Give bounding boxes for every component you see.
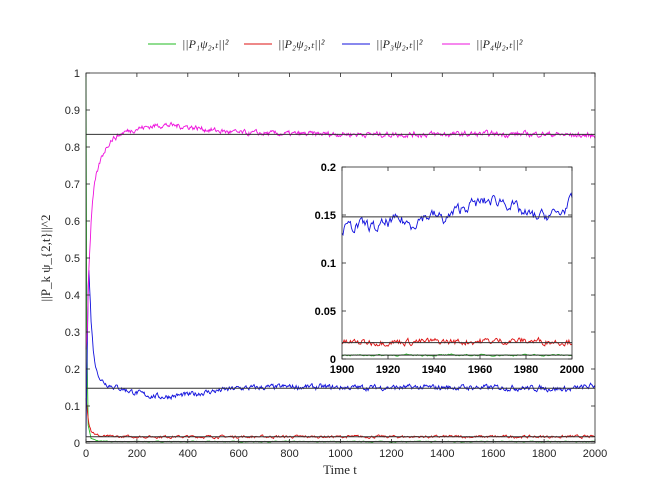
main-x-tick-label: 800	[280, 448, 298, 460]
main-y-tick-label: 0.4	[65, 290, 80, 302]
legend-label-p4: ||P₄ψ₂,ₜ||²	[476, 37, 523, 51]
main-x-tick-label: 600	[230, 448, 248, 460]
legend-label-p3: ||P₃ψ₂,ₜ||²	[376, 37, 423, 51]
inset-x-tick-label: 1900	[330, 364, 354, 376]
main-y-tick-label: 0.1	[65, 401, 80, 413]
y-axis-label: ||P_k ψ_{2,t}||^2	[38, 215, 53, 302]
main-x-tick-label: 1600	[481, 448, 505, 460]
inset-y-tick-label: 0.15	[315, 210, 336, 222]
legend-label-p2: ||P₂ψ₂,ₜ||²	[278, 37, 325, 51]
main-x-tick-label: 1200	[379, 448, 403, 460]
legend: ||P₁ψ₂,ₜ||² ||P₂ψ₂,ₜ||² ||P₃ψ₂,ₜ||² ||P₄…	[148, 37, 523, 51]
main-x-tick-label: 0	[83, 448, 89, 460]
inset-x-tick-label: 1960	[468, 364, 492, 376]
main-x-tick-label: 1000	[328, 448, 352, 460]
legend-label-p1: ||P₁ψ₂,ₜ||²	[182, 37, 229, 51]
inset-y-tick-label: 0.1	[321, 258, 336, 270]
main-y-tick-label: 0.2	[65, 364, 80, 376]
inset-x-tick-label: 1980	[514, 364, 538, 376]
inset-plot-area	[342, 167, 572, 359]
inset-y-tick-label: 0	[330, 354, 336, 366]
main-series-line-p3	[85, 270, 596, 437]
inset-y-tick-label: 0.05	[315, 306, 336, 318]
main-series-line-p4	[85, 121, 596, 350]
inset-series-line-p3	[341, 192, 573, 237]
main-y-tick-label: 0.9	[65, 105, 80, 117]
main-y-tick-label: 0.3	[65, 327, 80, 339]
main-x-tick-label: 2000	[583, 448, 607, 460]
main-y-tick-label: 0	[74, 438, 80, 450]
main-x-tick-label: 400	[179, 448, 197, 460]
inset-x-tick-label: 1920	[376, 364, 400, 376]
inset-plot: 1900 1920 1940 1960 1980 2000 0 0.05 0.1 0.15 0.2	[315, 162, 585, 376]
main-y-tick-label: 0.8	[65, 142, 80, 154]
inset-x-tick-label: 1940	[422, 364, 446, 376]
main-y-tick-label: 1	[74, 68, 80, 80]
main-x-tick-label: 200	[128, 448, 146, 460]
main-y-tick-label: 0.5	[65, 253, 80, 265]
main-y-tick-label: 0.7	[65, 179, 80, 191]
inset-y-tick-label: 0.2	[321, 162, 336, 174]
main-x-tick-label: 1400	[430, 448, 454, 460]
inset-x-tick-label: 2000	[560, 364, 584, 376]
x-axis-label: Time t	[323, 462, 357, 477]
main-y-tick-label: 0.6	[65, 216, 80, 228]
main-x-tick-label: 1800	[532, 448, 556, 460]
